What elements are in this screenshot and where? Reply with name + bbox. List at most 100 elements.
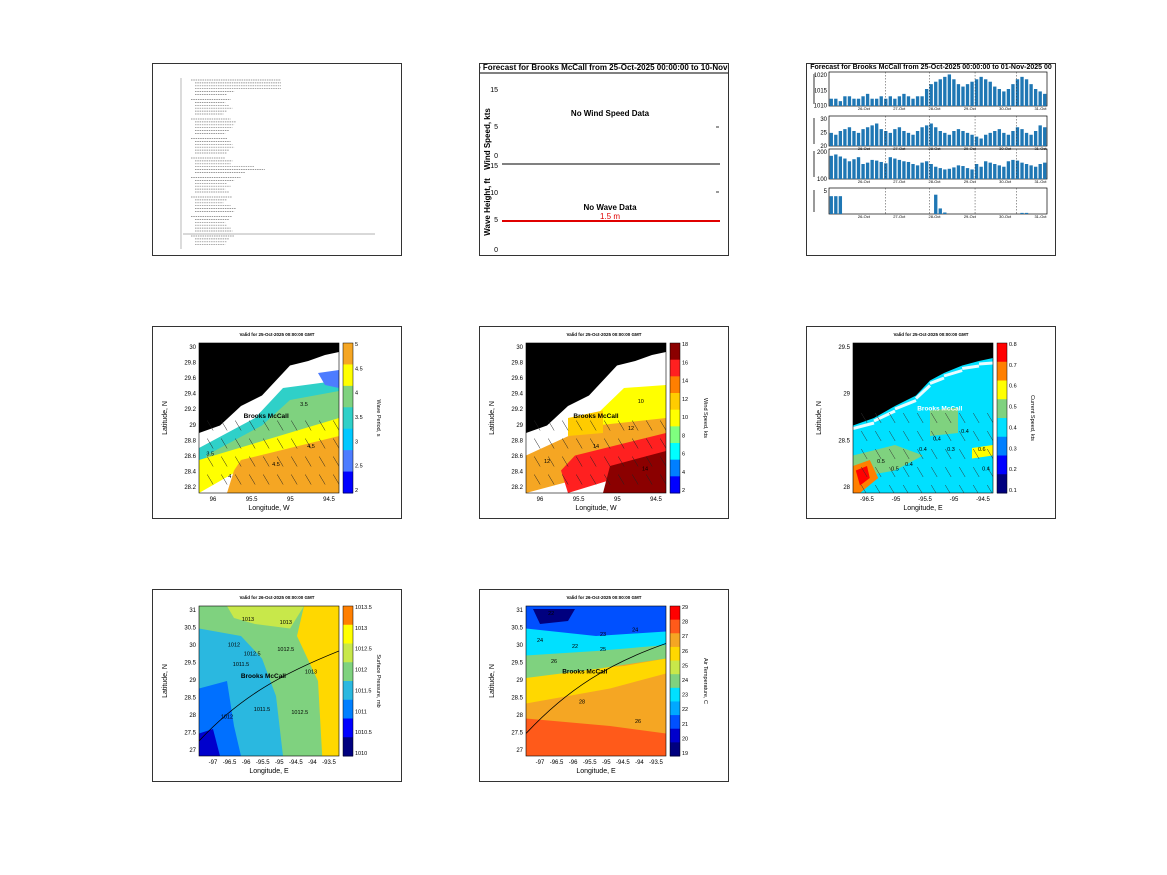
- station-label: Brooks McCall: [917, 406, 962, 413]
- colorbar-tick: 25: [682, 663, 688, 669]
- coastline: [199, 650, 339, 742]
- colorbar-tick: 23: [682, 693, 688, 699]
- contour-label: 4: [228, 474, 231, 480]
- bar-row-frame: [828, 71, 1048, 107]
- colorbar-segment: [670, 619, 680, 634]
- colorbar-segment: [670, 660, 680, 675]
- colorbar-tick: 29: [682, 605, 688, 611]
- contour-label: 3.5: [206, 452, 214, 458]
- bar: [1020, 129, 1024, 146]
- vector-arrow: [304, 456, 312, 467]
- bar: [1029, 134, 1033, 146]
- map-ytick: 29.5: [838, 345, 850, 351]
- colorbar-frame: [342, 605, 354, 757]
- colorbar-segment: [670, 426, 680, 444]
- bar: [1038, 164, 1042, 179]
- contour-label: 23: [600, 632, 606, 638]
- map-xtick: -96: [242, 760, 251, 766]
- map-plot-area: Brooks McCall 22 23 24 24 22 25 26 28 26: [526, 606, 666, 756]
- bar: [938, 208, 942, 214]
- bar: [1020, 76, 1024, 106]
- bar: [875, 160, 879, 179]
- bar: [861, 164, 865, 179]
- bar: [856, 132, 861, 146]
- colorbar-tick: 0.3: [1009, 446, 1017, 452]
- vector-arrow: [248, 420, 256, 431]
- bar: [829, 196, 833, 214]
- map-frame: [198, 342, 340, 494]
- bar: [979, 76, 983, 106]
- bar: [897, 127, 902, 146]
- contour-label: 0.4: [919, 447, 927, 453]
- bar: [1029, 84, 1033, 106]
- bar: [906, 132, 911, 146]
- bar: [1015, 127, 1020, 146]
- vector-arrow: [575, 456, 583, 467]
- colorbar-tick: 22: [682, 707, 688, 713]
- timeseries-chart: Wave Forecast for Brooks McCall from 25-…: [480, 64, 728, 254]
- bar: [979, 166, 983, 179]
- vector-arrow: [972, 466, 980, 478]
- bar: [943, 132, 947, 146]
- bar: [865, 162, 870, 179]
- bar: [924, 125, 929, 146]
- map-ytick: 28.6: [184, 454, 196, 460]
- map-xtick: 95: [614, 497, 621, 503]
- vector-arrow: [290, 420, 298, 431]
- bar-xtick: 26-Oct: [858, 146, 871, 151]
- map-ylabel: Latitude, N: [816, 401, 823, 435]
- map-ytick: 28.4: [511, 469, 523, 475]
- vector-arrow: [276, 438, 284, 449]
- bar: [875, 98, 879, 106]
- contour-label: 28: [579, 700, 585, 706]
- map-xtick: -95.5: [583, 760, 597, 766]
- bar: [861, 129, 865, 146]
- map-ytick: 28.5: [184, 696, 196, 702]
- colorbar-segment: [670, 443, 680, 461]
- contour-label: 1013: [305, 670, 317, 676]
- vector-arrow: [659, 420, 666, 431]
- vector-arrow: [248, 438, 256, 449]
- bars-panel: Forecast for Brooks McCall from 25-Oct-2…: [806, 63, 1056, 256]
- contour-fill: [227, 436, 339, 493]
- colorbar-tick: 1012.5: [355, 647, 372, 653]
- coastal-island: [914, 384, 932, 400]
- map-ytick: 28.5: [511, 696, 523, 702]
- coastal-island: [274, 369, 292, 385]
- vector-arrow: [659, 474, 666, 485]
- map-xtick: -94.5: [976, 497, 990, 503]
- bar: [870, 159, 874, 179]
- bar: [920, 96, 924, 106]
- wave-ytick-5: 5: [494, 217, 498, 224]
- colorbar-segment: [343, 681, 353, 701]
- map-ytick: 30.5: [511, 626, 523, 632]
- vector-arrow: [206, 438, 214, 449]
- contour-label: 1012: [228, 643, 240, 649]
- vector-arrow: [860, 412, 868, 424]
- vector-arrow: [220, 420, 228, 431]
- bar-xtick: 28-Oct: [929, 179, 942, 184]
- bar: [1024, 132, 1029, 146]
- map-xtick: -95.5: [256, 760, 270, 766]
- contour-label: 0.5: [877, 459, 885, 465]
- bar: [852, 98, 856, 106]
- colorbar-label: Wave Period, s: [375, 399, 381, 436]
- map-title: Valid for 25-Oct-2025 00:00:00 GMT: [893, 332, 968, 337]
- colorbar-tick: 2: [682, 488, 685, 494]
- map-wind-speed-panel: Valid for 25-Oct-2025 00:00:00 GMT 30 29.8…: [479, 326, 729, 519]
- vector-arrow: [206, 456, 214, 467]
- vector-arrow: [234, 456, 242, 467]
- contour-label: 14: [642, 467, 648, 473]
- map-xtick: -95.5: [918, 497, 932, 503]
- wind-ytick-5: 5: [494, 124, 498, 131]
- colorbar-segment: [997, 436, 1007, 456]
- vector-arrow: [262, 438, 270, 449]
- vector-arrow: [874, 484, 881, 493]
- vector-arrow: [617, 420, 625, 431]
- bar: [888, 96, 892, 106]
- vector-arrow: [533, 456, 541, 467]
- colorbar-tick: 0.8: [1009, 342, 1017, 348]
- bar-xtick: 28-Oct: [929, 106, 942, 111]
- bar: [965, 168, 970, 179]
- contour-label: 0.3: [947, 447, 955, 453]
